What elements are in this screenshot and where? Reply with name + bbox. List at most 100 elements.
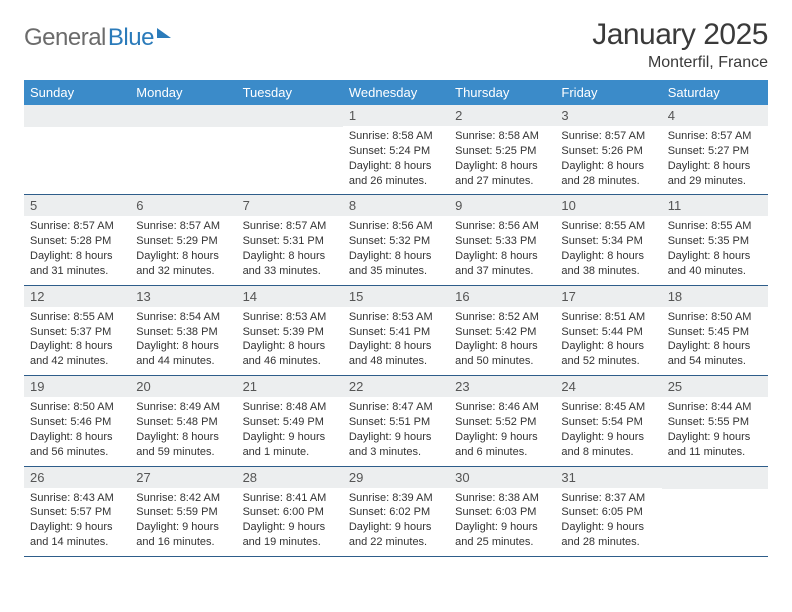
sunrise-line: Sunrise: 8:55 AM [30, 310, 124, 325]
daylight-line: Daylight: 8 hours and 59 minutes. [136, 430, 230, 460]
daylight-line: Daylight: 8 hours and 40 minutes. [668, 249, 762, 279]
calendar-cell: 16Sunrise: 8:52 AMSunset: 5:42 PMDayligh… [449, 285, 555, 375]
calendar-cell [130, 105, 236, 195]
sunset-line: Sunset: 5:41 PM [349, 325, 443, 340]
sunset-line: Sunset: 5:46 PM [30, 415, 124, 430]
calendar-cell: 13Sunrise: 8:54 AMSunset: 5:38 PMDayligh… [130, 285, 236, 375]
sunrise-line: Sunrise: 8:56 AM [455, 219, 549, 234]
calendar-row: 1Sunrise: 8:58 AMSunset: 5:24 PMDaylight… [24, 105, 768, 195]
daylight-line: Daylight: 8 hours and 54 minutes. [668, 339, 762, 369]
calendar-cell: 20Sunrise: 8:49 AMSunset: 5:48 PMDayligh… [130, 376, 236, 466]
day-details: Sunrise: 8:37 AMSunset: 6:05 PMDaylight:… [555, 488, 661, 556]
sunset-line: Sunset: 6:03 PM [455, 505, 549, 520]
weekday-header: Friday [555, 80, 661, 105]
sunset-line: Sunset: 5:42 PM [455, 325, 549, 340]
day-details: Sunrise: 8:55 AMSunset: 5:37 PMDaylight:… [24, 307, 130, 375]
daylight-line: Daylight: 8 hours and 56 minutes. [30, 430, 124, 460]
weekday-header: Wednesday [343, 80, 449, 105]
day-number: 27 [130, 467, 236, 488]
sunrise-line: Sunrise: 8:41 AM [243, 491, 337, 506]
calendar-cell: 10Sunrise: 8:55 AMSunset: 5:34 PMDayligh… [555, 195, 661, 285]
daylight-line: Daylight: 9 hours and 11 minutes. [668, 430, 762, 460]
day-details: Sunrise: 8:57 AMSunset: 5:29 PMDaylight:… [130, 216, 236, 284]
day-details: Sunrise: 8:55 AMSunset: 5:35 PMDaylight:… [662, 216, 768, 284]
day-number: 9 [449, 195, 555, 216]
calendar-row: 12Sunrise: 8:55 AMSunset: 5:37 PMDayligh… [24, 285, 768, 375]
sunrise-line: Sunrise: 8:50 AM [668, 310, 762, 325]
sunrise-line: Sunrise: 8:43 AM [30, 491, 124, 506]
calendar-cell: 23Sunrise: 8:46 AMSunset: 5:52 PMDayligh… [449, 376, 555, 466]
sunset-line: Sunset: 5:37 PM [30, 325, 124, 340]
sunrise-line: Sunrise: 8:57 AM [561, 129, 655, 144]
day-details: Sunrise: 8:57 AMSunset: 5:26 PMDaylight:… [555, 126, 661, 194]
sunrise-line: Sunrise: 8:53 AM [243, 310, 337, 325]
sunrise-line: Sunrise: 8:57 AM [243, 219, 337, 234]
calendar-cell: 1Sunrise: 8:58 AMSunset: 5:24 PMDaylight… [343, 105, 449, 195]
day-number: 11 [662, 195, 768, 216]
sunrise-line: Sunrise: 8:48 AM [243, 400, 337, 415]
day-details: Sunrise: 8:52 AMSunset: 5:42 PMDaylight:… [449, 307, 555, 375]
sunset-line: Sunset: 5:57 PM [30, 505, 124, 520]
calendar-cell: 30Sunrise: 8:38 AMSunset: 6:03 PMDayligh… [449, 466, 555, 556]
day-details: Sunrise: 8:43 AMSunset: 5:57 PMDaylight:… [24, 488, 130, 556]
daylight-line: Daylight: 9 hours and 28 minutes. [561, 520, 655, 550]
calendar-cell: 8Sunrise: 8:56 AMSunset: 5:32 PMDaylight… [343, 195, 449, 285]
day-number: 7 [237, 195, 343, 216]
day-details: Sunrise: 8:56 AMSunset: 5:32 PMDaylight:… [343, 216, 449, 284]
sunrise-line: Sunrise: 8:50 AM [30, 400, 124, 415]
sunset-line: Sunset: 5:27 PM [668, 144, 762, 159]
calendar-cell: 6Sunrise: 8:57 AMSunset: 5:29 PMDaylight… [130, 195, 236, 285]
day-details: Sunrise: 8:39 AMSunset: 6:02 PMDaylight:… [343, 488, 449, 556]
daylight-line: Daylight: 9 hours and 25 minutes. [455, 520, 549, 550]
day-details: Sunrise: 8:38 AMSunset: 6:03 PMDaylight:… [449, 488, 555, 556]
day-details: Sunrise: 8:41 AMSunset: 6:00 PMDaylight:… [237, 488, 343, 556]
sunrise-line: Sunrise: 8:46 AM [455, 400, 549, 415]
sunrise-line: Sunrise: 8:58 AM [455, 129, 549, 144]
sunset-line: Sunset: 5:52 PM [455, 415, 549, 430]
sunrise-line: Sunrise: 8:44 AM [668, 400, 762, 415]
sunset-line: Sunset: 5:34 PM [561, 234, 655, 249]
sunset-line: Sunset: 5:45 PM [668, 325, 762, 340]
calendar-cell [662, 466, 768, 556]
daylight-line: Daylight: 8 hours and 52 minutes. [561, 339, 655, 369]
calendar-cell: 12Sunrise: 8:55 AMSunset: 5:37 PMDayligh… [24, 285, 130, 375]
day-number: 24 [555, 376, 661, 397]
calendar-row: 5Sunrise: 8:57 AMSunset: 5:28 PMDaylight… [24, 195, 768, 285]
day-number: 16 [449, 286, 555, 307]
calendar-cell [24, 105, 130, 195]
sunrise-line: Sunrise: 8:52 AM [455, 310, 549, 325]
location-subtitle: Monterfil, France [592, 54, 768, 72]
sunrise-line: Sunrise: 8:58 AM [349, 129, 443, 144]
day-details: Sunrise: 8:58 AMSunset: 5:25 PMDaylight:… [449, 126, 555, 194]
sunset-line: Sunset: 5:54 PM [561, 415, 655, 430]
day-number: 22 [343, 376, 449, 397]
daylight-line: Daylight: 8 hours and 27 minutes. [455, 159, 549, 189]
day-number: 8 [343, 195, 449, 216]
sunset-line: Sunset: 5:49 PM [243, 415, 337, 430]
calendar-cell: 25Sunrise: 8:44 AMSunset: 5:55 PMDayligh… [662, 376, 768, 466]
sunrise-line: Sunrise: 8:51 AM [561, 310, 655, 325]
day-number: 14 [237, 286, 343, 307]
sunset-line: Sunset: 5:59 PM [136, 505, 230, 520]
day-details: Sunrise: 8:53 AMSunset: 5:41 PMDaylight:… [343, 307, 449, 375]
calendar-table: SundayMondayTuesdayWednesdayThursdayFrid… [24, 80, 768, 557]
logo-word2: Blue [108, 24, 154, 52]
sunset-line: Sunset: 5:25 PM [455, 144, 549, 159]
calendar-cell: 15Sunrise: 8:53 AMSunset: 5:41 PMDayligh… [343, 285, 449, 375]
day-number: 21 [237, 376, 343, 397]
weekday-header: Saturday [662, 80, 768, 105]
sunset-line: Sunset: 5:51 PM [349, 415, 443, 430]
calendar-cell: 4Sunrise: 8:57 AMSunset: 5:27 PMDaylight… [662, 105, 768, 195]
day-details: Sunrise: 8:46 AMSunset: 5:52 PMDaylight:… [449, 397, 555, 465]
calendar-cell: 22Sunrise: 8:47 AMSunset: 5:51 PMDayligh… [343, 376, 449, 466]
daylight-line: Daylight: 8 hours and 44 minutes. [136, 339, 230, 369]
day-details: Sunrise: 8:57 AMSunset: 5:27 PMDaylight:… [662, 126, 768, 194]
sunrise-line: Sunrise: 8:53 AM [349, 310, 443, 325]
calendar-cell: 17Sunrise: 8:51 AMSunset: 5:44 PMDayligh… [555, 285, 661, 375]
sunset-line: Sunset: 5:33 PM [455, 234, 549, 249]
day-details: Sunrise: 8:57 AMSunset: 5:28 PMDaylight:… [24, 216, 130, 284]
sunrise-line: Sunrise: 8:49 AM [136, 400, 230, 415]
daylight-line: Daylight: 8 hours and 31 minutes. [30, 249, 124, 279]
daylight-line: Daylight: 8 hours and 28 minutes. [561, 159, 655, 189]
daylight-line: Daylight: 8 hours and 42 minutes. [30, 339, 124, 369]
